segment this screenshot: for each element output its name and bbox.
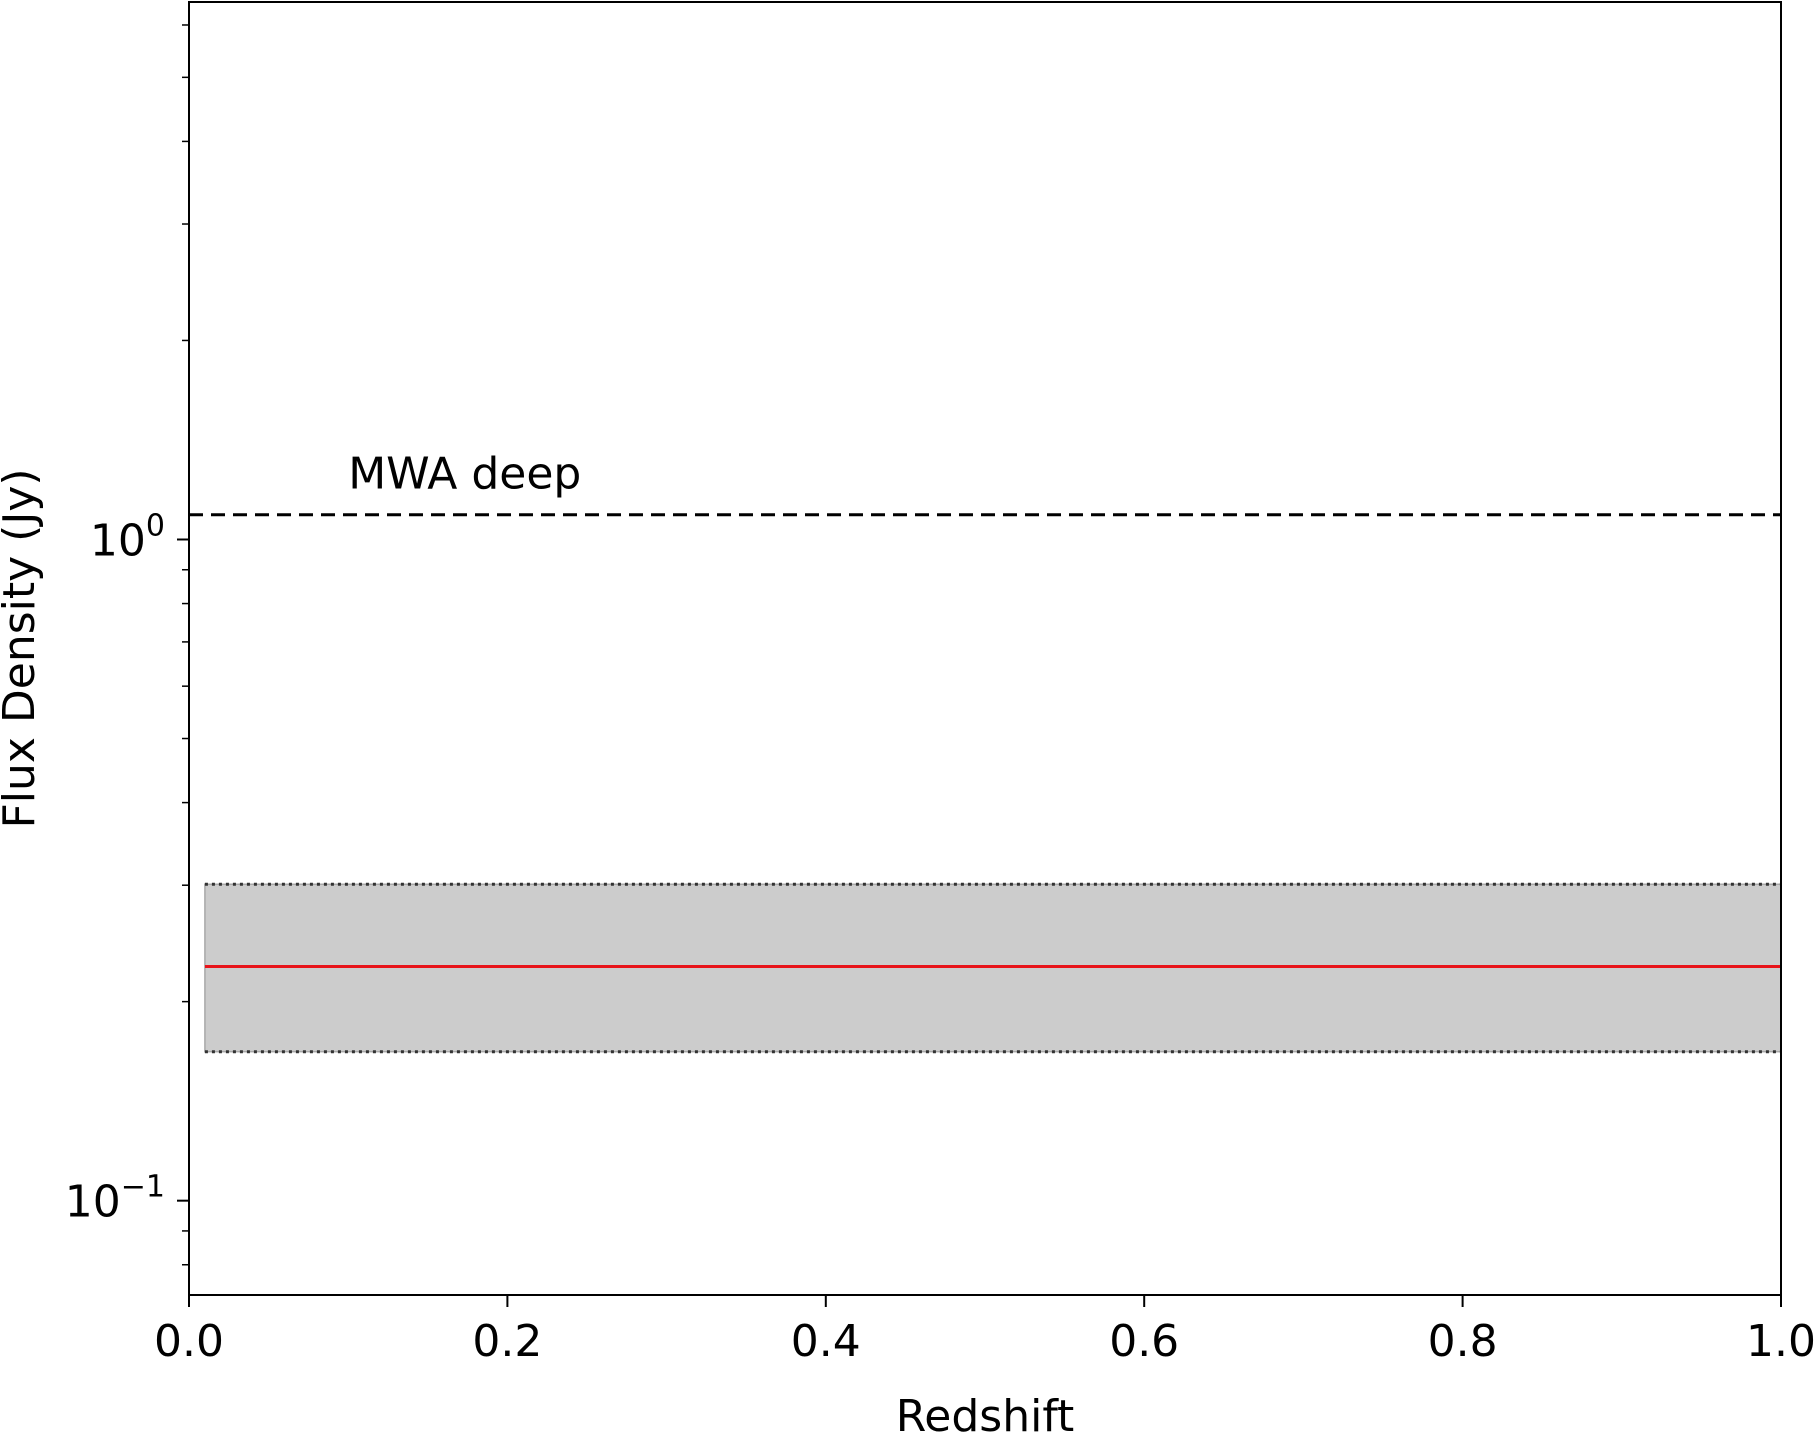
x-tick-label: 1.0 xyxy=(1746,1316,1816,1367)
x-tick-label: 0.0 xyxy=(154,1316,224,1367)
plot-frame xyxy=(188,1,1782,1296)
y-axis-label: Flux Density (Jy) xyxy=(0,468,45,828)
x-tick-label: 0.6 xyxy=(1109,1316,1179,1367)
y-tick-label: 100 xyxy=(90,508,165,566)
x-axis-label: Redshift xyxy=(896,1391,1075,1434)
reference-line-layer: MWA deep xyxy=(189,449,1781,517)
x-tick-label: 0.8 xyxy=(1428,1316,1498,1367)
y-axis-ticks: 10−1 100 xyxy=(65,24,189,1266)
y-tick-label: 10−1 xyxy=(65,1170,165,1228)
reference-line-label: MWA deep xyxy=(348,449,581,500)
x-axis-ticks: 0.0 0.2 0.4 0.6 0.8 1.0 xyxy=(154,1295,1816,1367)
x-tick-label: 0.2 xyxy=(472,1316,542,1367)
x-tick-label: 0.4 xyxy=(791,1316,861,1367)
